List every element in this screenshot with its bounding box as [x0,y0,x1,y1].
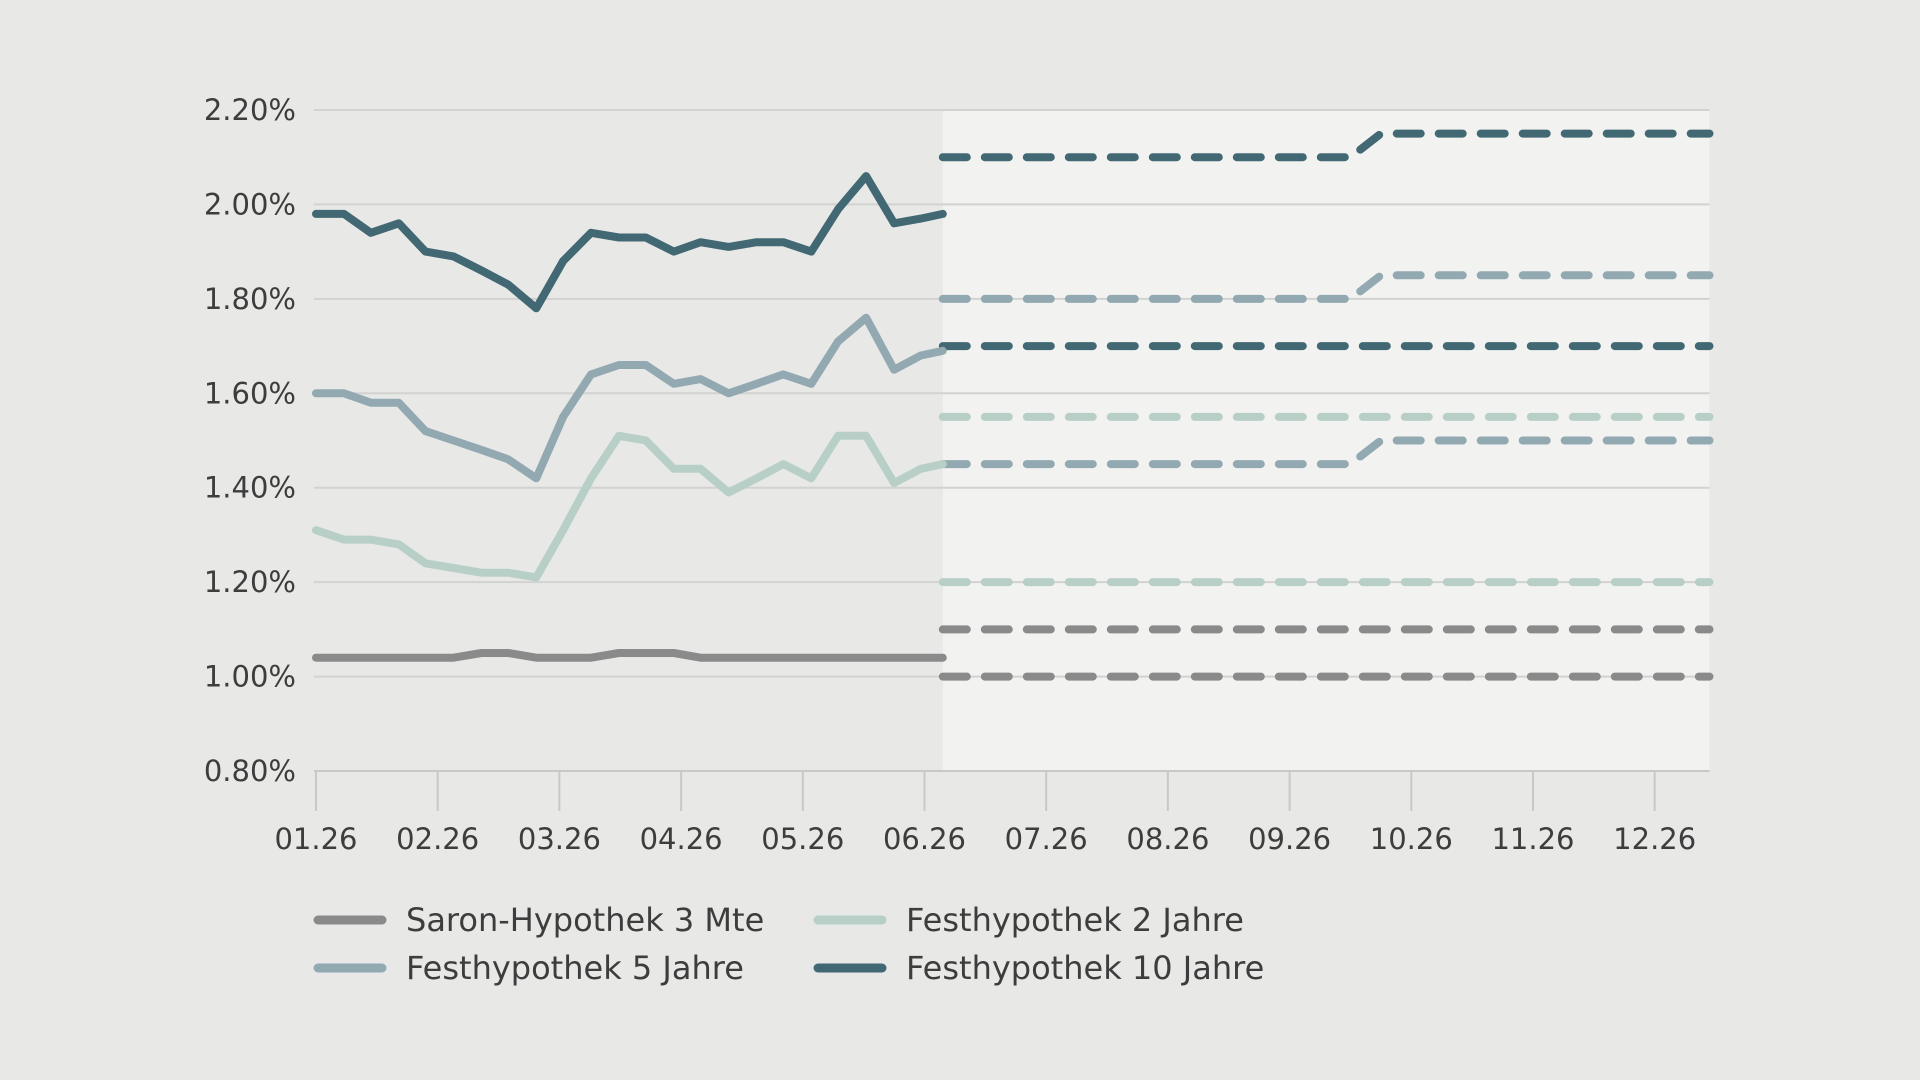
x-tick-label: 09.26 [1248,822,1331,856]
legend-label-saron: Saron-Hypothek 3 Mte [406,901,764,939]
y-axis-tick-labels: 0.80% 1.00% 1.20% 1.40% 1.60% 1.80% 2.00% 2.20% [204,93,296,788]
forecast-lines [938,129,1714,681]
y-tick-label: 1.40% [204,471,296,505]
x-tick-label: 10.26 [1370,822,1453,856]
series-line-fix5 [312,313,947,483]
y-tick-label: 1.60% [204,376,296,410]
x-tick-label: 04.26 [640,822,723,856]
series-line-fix10 [312,172,947,313]
x-tick-label: 12.26 [1613,822,1696,856]
historical-series-lines [312,172,947,662]
y-tick-label: 2.20% [204,93,296,127]
legend-label-fix10: Festhypothek 10 Jahre [906,949,1264,987]
x-tick-label: 02.26 [396,822,479,856]
y-tick-label: 1.00% [204,660,296,694]
legend: Saron-Hypothek 3 Mte Festhypothek 2 Jahre… [313,901,1264,987]
series-line-saron [312,649,947,662]
plot-background [942,110,1710,771]
y-tick-label: 2.00% [204,187,296,221]
forecast-region [942,110,1710,771]
x-tick-label: 01.26 [274,822,357,856]
y-tick-label: 1.80% [204,282,296,316]
x-axis-ticks [315,771,1656,811]
x-axis-tick-labels: 01.26 02.26 03.26 04.26 05.26 06.26 07.26 08.26… [274,822,1696,856]
x-tick-label: 07.26 [1005,822,1088,856]
forecast-line-fix10-0 [938,129,1714,162]
y-tick-label: 0.80% [204,754,296,788]
x-tick-label: 05.26 [761,822,844,856]
x-tick-label: 08.26 [1126,822,1209,856]
y-tick-label: 1.20% [204,565,296,599]
series-line-fix2 [312,431,947,582]
forecast-line-fix5-4 [938,436,1714,469]
x-tick-label: 03.26 [518,822,601,856]
legend-label-fix2: Festhypothek 2 Jahre [906,901,1244,939]
x-tick-label: 11.26 [1491,822,1574,856]
x-tick-label: 06.26 [883,822,966,856]
forecast-line-fix5-1 [938,271,1714,303]
legend-label-fix5: Festhypothek 5 Jahre [406,949,744,987]
